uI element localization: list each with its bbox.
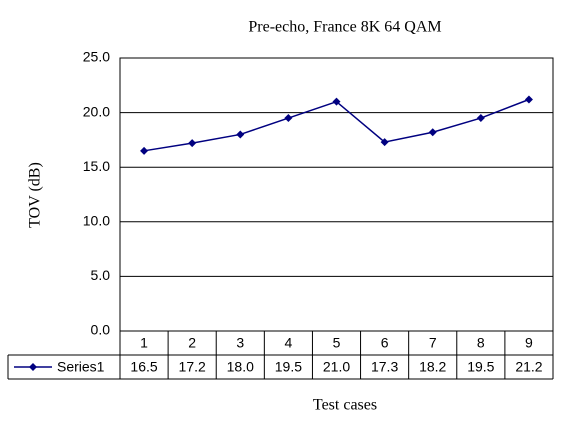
marker (524, 95, 533, 104)
data-table-value: 18.2 (419, 359, 446, 375)
legend-label: Series1 (57, 359, 105, 375)
plot-frame (119, 57, 554, 332)
x-tick-label: 6 (381, 335, 389, 351)
marker (380, 138, 389, 147)
y-tick-label: 25.0 (83, 49, 110, 65)
y-tick-label: 20.0 (83, 103, 110, 119)
data-table-value: 21.0 (323, 359, 350, 375)
marker (284, 114, 293, 123)
y-tick-label: 5.0 (91, 267, 111, 283)
y-tick-label: 10.0 (83, 213, 110, 229)
y-tick-label: 15.0 (83, 158, 110, 174)
marker (236, 130, 245, 139)
x-tick-label: 2 (188, 335, 196, 351)
marker (188, 139, 197, 148)
data-table-value: 21.2 (515, 359, 542, 375)
y-axis-label: TOV (dB) (27, 162, 44, 228)
data-table-value: 17.2 (179, 359, 206, 375)
marker (332, 97, 341, 106)
x-tick-label: 7 (429, 335, 437, 351)
chart-title: Pre-echo, France 8K 64 QAM (248, 19, 441, 36)
data-table-value: 19.5 (275, 359, 302, 375)
marker (428, 128, 437, 137)
x-tick-label: 5 (333, 335, 341, 351)
x-tick-label: 9 (525, 335, 533, 351)
x-tick-label: 4 (284, 335, 292, 351)
data-table-value: 17.3 (371, 359, 398, 375)
x-axis-label: Test cases (313, 397, 377, 414)
x-tick-label: 1 (140, 335, 148, 351)
y-tick-label: 0.0 (91, 322, 111, 338)
data-table-value: 18.0 (227, 359, 254, 375)
x-tick-label: 8 (477, 335, 485, 351)
data-table-value: 19.5 (467, 359, 494, 375)
data-table-value: 16.5 (130, 359, 157, 375)
marker (476, 114, 485, 123)
marker (140, 146, 149, 155)
x-tick-label: 3 (236, 335, 244, 351)
series-line (143, 98, 530, 152)
legend-marker (29, 363, 37, 371)
